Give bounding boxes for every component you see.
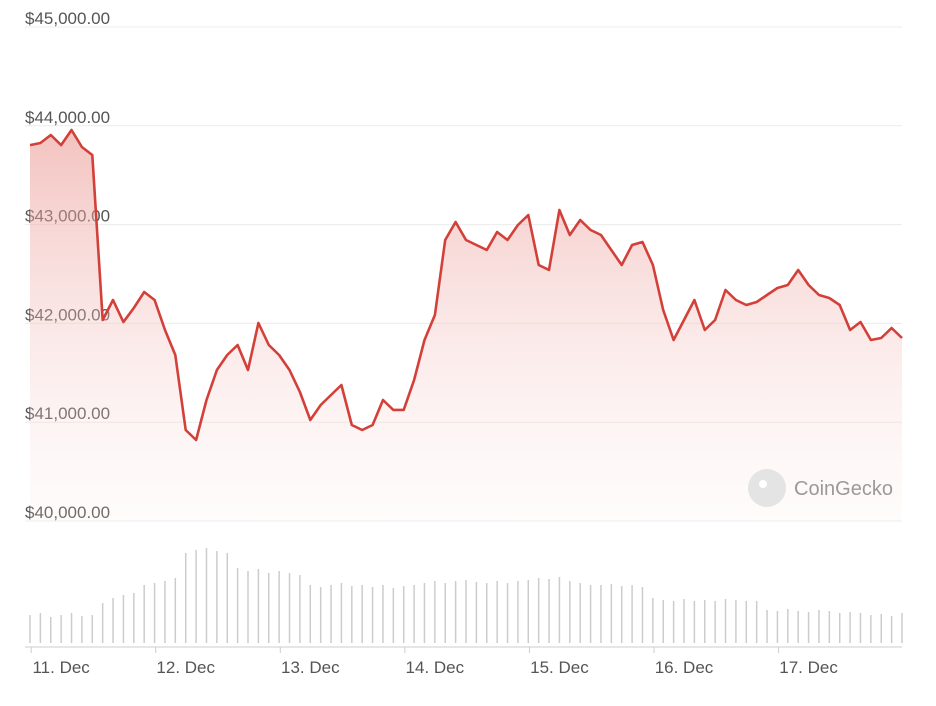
x-tick-label: 15. Dec [530,658,589,677]
x-tick-label: 12. Dec [156,658,215,677]
x-tick-label: 16. Dec [655,658,714,677]
x-tick-label: 13. Dec [281,658,340,677]
x-tick-label: 17. Dec [779,658,838,677]
watermark-logo-eye [759,480,767,488]
watermark: CoinGecko [748,469,893,507]
price-area [30,130,902,521]
price-line [29,128,903,442]
x-tick-label: 11. Dec [32,658,90,677]
y-tick-label: $44,000.00 [25,108,110,127]
watermark-logo [748,469,786,507]
y-tick-label: $45,000.00 [25,9,110,28]
watermark-text: CoinGecko [794,478,893,500]
x-tick-label: 14. Dec [406,658,465,677]
